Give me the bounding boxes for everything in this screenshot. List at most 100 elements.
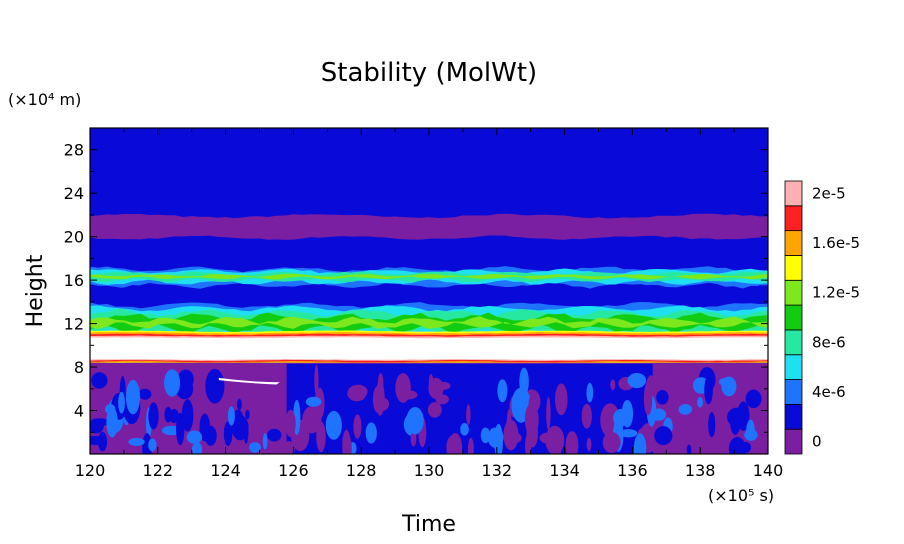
contour-blob xyxy=(128,437,145,446)
plot-area xyxy=(90,128,768,454)
contour-blob xyxy=(186,430,203,444)
contour-blob xyxy=(610,379,616,391)
colorbar-swatch xyxy=(784,180,803,207)
contour-blob xyxy=(524,403,539,437)
contour-blob xyxy=(410,431,417,447)
x-tick-label: 124 xyxy=(210,461,241,480)
contour-blob xyxy=(262,432,268,450)
chart-title: Stability (MolWt) xyxy=(321,58,537,88)
contour-blob xyxy=(428,373,434,390)
contour-blob xyxy=(249,442,261,453)
y-tick-label: 4 xyxy=(74,402,84,421)
x-tick-label: 138 xyxy=(685,461,716,480)
contour-blob xyxy=(305,396,322,407)
contour-blob xyxy=(164,406,173,423)
y-tick-label: 20 xyxy=(64,228,84,247)
x-units-label: (×10⁵ s) xyxy=(708,486,774,505)
contour-blob xyxy=(90,435,105,446)
contour-blob xyxy=(686,444,692,454)
contour-blob xyxy=(427,402,442,418)
contour-blob xyxy=(708,412,716,438)
contour-blob xyxy=(744,429,758,441)
contour-blob xyxy=(468,437,474,454)
contour-blob xyxy=(546,397,551,431)
contour-blob xyxy=(118,391,125,414)
colorbar-swatch xyxy=(784,329,803,356)
contour-blob xyxy=(729,408,741,435)
contour-blob xyxy=(506,408,512,443)
contour-blob xyxy=(718,377,736,387)
y-tick-label: 24 xyxy=(64,184,84,203)
contour-blob xyxy=(365,422,377,444)
contour-blob xyxy=(448,433,463,454)
contour-blob xyxy=(399,390,418,400)
contour-blob xyxy=(227,406,235,426)
contour-blob xyxy=(581,403,592,429)
contour-blob xyxy=(236,398,242,411)
contour-blob xyxy=(199,413,211,442)
x-axis-label: Time xyxy=(401,512,456,537)
x-tick-label: 140 xyxy=(753,461,784,480)
x-tick-label: 136 xyxy=(617,461,648,480)
colorbar-swatch xyxy=(784,428,803,455)
contour-blob xyxy=(519,367,529,396)
y-axis-label: Height xyxy=(23,254,48,327)
colorbar-label: 2e-5 xyxy=(812,184,846,202)
contour-blob xyxy=(480,427,491,444)
contour-blob xyxy=(555,383,568,416)
y-tick-label: 28 xyxy=(64,141,84,160)
y-axis: 4 8 12 16 20 24 28 xyxy=(64,141,768,433)
contour-blob xyxy=(344,435,352,454)
contour-blob xyxy=(545,425,565,454)
contour-blob xyxy=(565,431,579,454)
x-tick-label: 120 xyxy=(75,461,106,480)
contour-blob xyxy=(205,368,225,404)
contour-blob xyxy=(148,402,159,430)
contour-blob xyxy=(283,441,295,454)
contour-blob xyxy=(223,421,233,446)
colorbar-label: 1.2e-5 xyxy=(812,284,860,302)
contour-blob xyxy=(347,385,367,402)
contour-blob xyxy=(164,369,181,397)
y-units-label: (×10⁴ m) xyxy=(8,90,81,109)
x-tick-label: 132 xyxy=(482,461,513,480)
contour-blob xyxy=(106,406,118,438)
colorbar-swatch xyxy=(784,304,803,331)
colorbar: 0 4e-6 8e-6 1.2e-5 1.6e-5 2e-5 xyxy=(784,180,860,455)
x-tick-label: 130 xyxy=(414,461,445,480)
contour-blob xyxy=(104,403,116,415)
contour-blob xyxy=(191,442,203,454)
contour-white-streak xyxy=(218,377,280,385)
contour-blob xyxy=(586,437,592,452)
contour-blob xyxy=(678,404,693,415)
y-tick-label: 16 xyxy=(64,271,84,290)
contour-mid-5 xyxy=(90,316,768,329)
contour-blob xyxy=(267,428,282,442)
x-tick-label: 122 xyxy=(143,461,174,480)
colorbar-swatch xyxy=(784,279,803,306)
colorbar-label: 4e-6 xyxy=(812,383,846,401)
contour-upper-4 xyxy=(90,273,768,280)
contour-blob xyxy=(353,414,362,439)
contour-blob xyxy=(487,427,504,448)
y-tick-label: 8 xyxy=(74,358,84,377)
colorbar-swatch xyxy=(784,255,803,281)
colorbar-swatch xyxy=(784,403,803,430)
contour-blob xyxy=(325,410,342,440)
x-tick-label: 134 xyxy=(549,461,580,480)
contour-blob xyxy=(513,433,522,443)
contour-blob xyxy=(656,390,669,405)
x-tick-label: 128 xyxy=(346,461,377,480)
contour-blob xyxy=(435,394,449,405)
colorbar-label: 8e-6 xyxy=(812,333,846,351)
contour-blob xyxy=(245,409,250,420)
contour-blob xyxy=(181,399,194,432)
contour-blob xyxy=(138,388,152,400)
contour-blob xyxy=(697,396,703,408)
contour-blob xyxy=(148,438,157,452)
contour-blob xyxy=(466,404,471,426)
colorbar-label: 0 xyxy=(812,433,822,451)
colorbar-swatch xyxy=(784,379,803,405)
contour-blob xyxy=(285,409,296,438)
